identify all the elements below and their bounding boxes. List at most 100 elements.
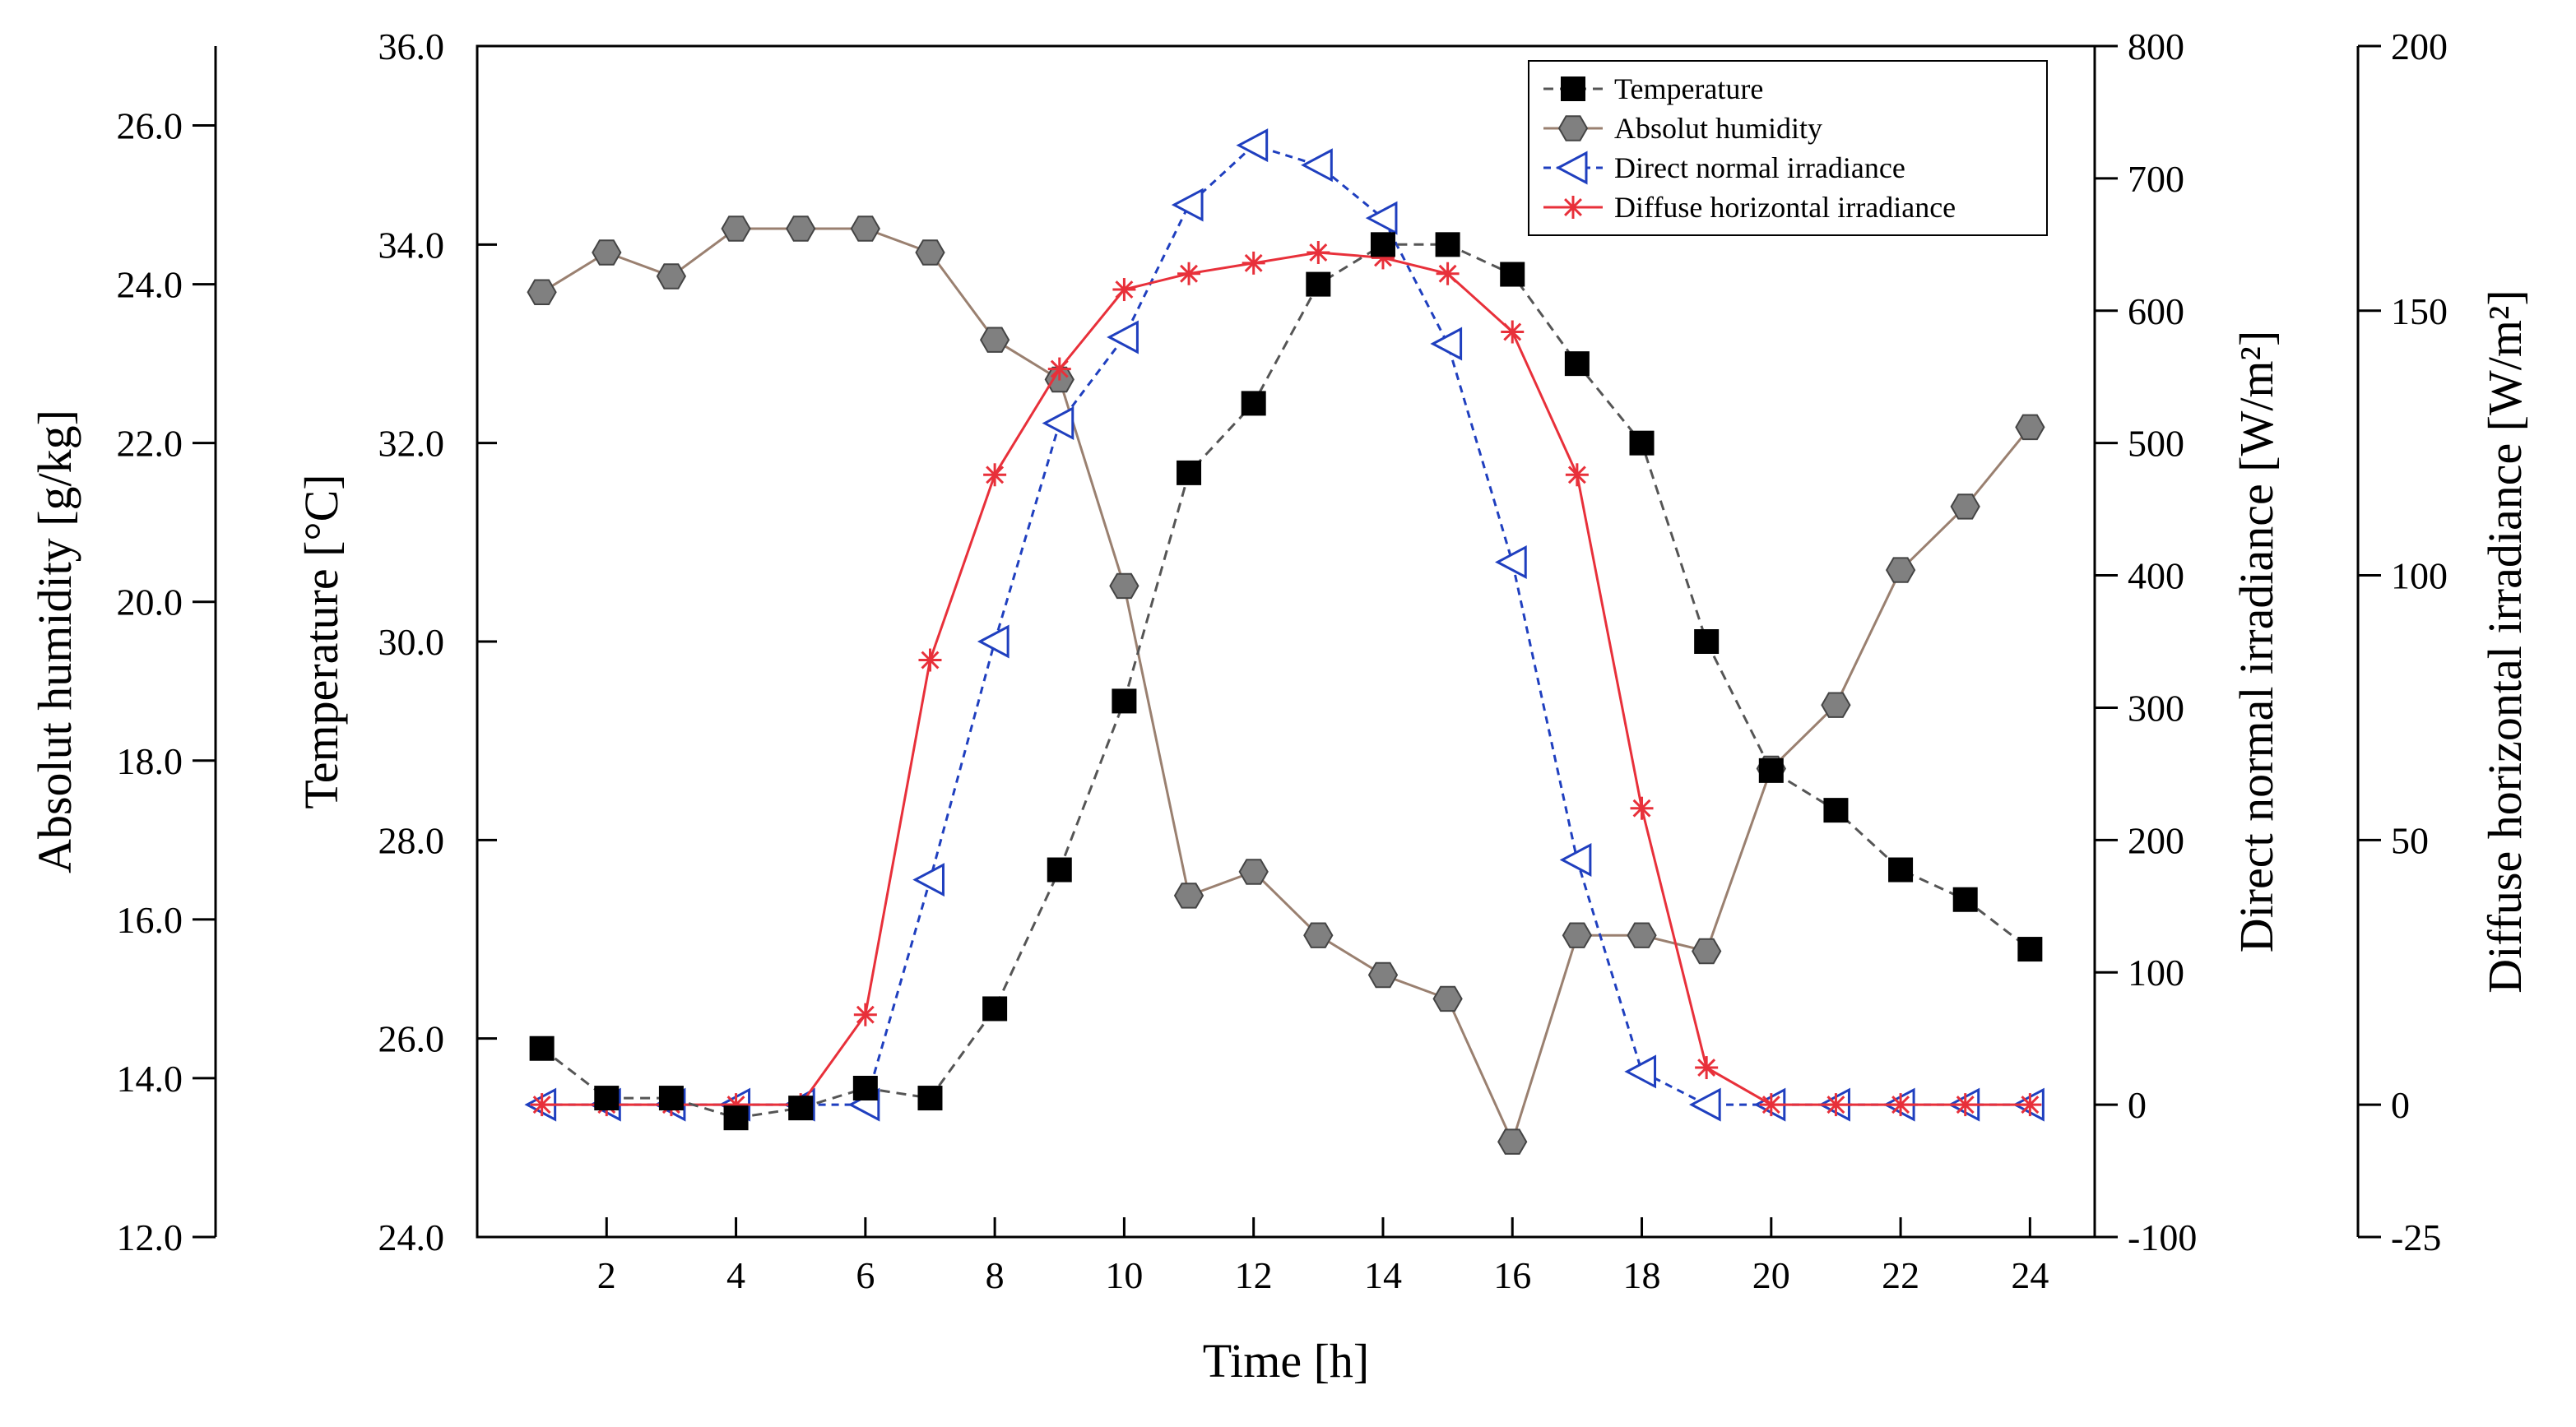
- x-tick-label: 12: [1235, 1254, 1273, 1296]
- humidity-axis-title: Absolut humidity [g/kg]: [28, 410, 81, 873]
- temperature-tick-label: 36.0: [378, 25, 445, 67]
- direct-normal-irradiance-point: [1365, 201, 1398, 235]
- x-tick-label: 8: [986, 1254, 1005, 1296]
- dni-tick-label: -100: [2128, 1216, 2197, 1258]
- humidity-tick-label: 22.0: [117, 423, 183, 465]
- diffuse-horizontal-irradiance-point: [2018, 1093, 2042, 1117]
- legend-marker: [1561, 76, 1585, 101]
- temperature-point: [1500, 262, 1525, 287]
- x-tick-label: 4: [726, 1254, 745, 1296]
- dni-tick-label: 200: [2128, 819, 2184, 861]
- legend: Temperature Absolut humidity Direct normal…: [1528, 60, 2048, 236]
- direct-normal-irradiance-point: [1559, 842, 1592, 877]
- legend-label: Temperature: [1614, 72, 1763, 105]
- direct-normal-irradiance-point: [1042, 406, 1074, 441]
- dhi-tick-label: 50: [2391, 819, 2429, 861]
- temperature-point: [1241, 391, 1266, 416]
- absolut-humidity-point: [656, 263, 687, 290]
- temperature-point: [2017, 937, 2043, 962]
- diffuse-horizontal-irradiance-point: [1436, 262, 1460, 285]
- diffuse-horizontal-irradiance-point: [1112, 278, 1136, 302]
- direct-normal-irradiance-point: [1107, 320, 1139, 354]
- absolut-humidity-point: [1692, 938, 1722, 965]
- x-tick-label: 22: [1882, 1254, 1919, 1296]
- absolut-humidity-point: [915, 239, 945, 266]
- absolut-humidity-point: [721, 215, 751, 242]
- series-layer: [524, 128, 2045, 1155]
- dni-tick-label: 600: [2128, 290, 2184, 332]
- absolut-humidity-point: [1303, 922, 1334, 948]
- absolut-humidity-point: [850, 215, 880, 242]
- temperature-tick-label: 24.0: [378, 1216, 445, 1258]
- dhi-tick-label: 100: [2391, 555, 2448, 597]
- temperature-point: [1370, 232, 1395, 257]
- diffuse-horizontal-irradiance-point: [1824, 1093, 1848, 1117]
- legend-label: Absolut humidity: [1614, 112, 1822, 145]
- temperature-point: [1435, 232, 1460, 257]
- temperature-point: [1564, 351, 1590, 377]
- temperature-tick-label: 34.0: [378, 224, 445, 266]
- temperature-point: [982, 996, 1008, 1022]
- humidity-tick-label: 18.0: [117, 740, 183, 782]
- temperature-tick-label: 28.0: [378, 819, 445, 861]
- dhi-tick-label: 150: [2391, 290, 2448, 332]
- series-diffuse-horizontal-irradiance: [530, 240, 2042, 1117]
- temperature-point: [594, 1086, 620, 1111]
- x-tick-label: 14: [1364, 1254, 1402, 1296]
- temperature-point: [1758, 758, 1784, 783]
- humidity-tick-label: 24.0: [117, 264, 183, 306]
- temperature-line: [541, 243, 2031, 1119]
- dni-tick-label: 100: [2128, 952, 2184, 994]
- humidity-tick-label: 26.0: [117, 105, 183, 147]
- dni-tick-label: 800: [2128, 25, 2184, 67]
- absolut-humidity-point: [1109, 572, 1139, 600]
- diffuse-horizontal-irradiance-point: [1889, 1093, 1913, 1117]
- direct-normal-irradiance-point: [1236, 128, 1269, 163]
- absolut-humidity-point: [1627, 922, 1657, 948]
- temperature-point: [852, 1076, 878, 1100]
- dni-tick-label: 500: [2128, 423, 2184, 465]
- x-tick-label: 6: [856, 1254, 875, 1296]
- diffuse-horizontal-irradiance-point: [1242, 251, 1265, 275]
- legend-label: Diffuse horizontal irradiance: [1614, 191, 1956, 224]
- absolut-humidity-line: [541, 227, 2031, 1146]
- direct-normal-irradiance-point: [1301, 148, 1333, 183]
- legend-marker: [1557, 115, 1589, 141]
- diffuse-horizontal-irradiance-point: [918, 648, 942, 672]
- diffuse-horizontal-irradiance-point: [853, 1003, 877, 1026]
- series-direct-normal-irradiance: [524, 128, 2045, 1122]
- absolut-humidity-point: [1950, 493, 1980, 520]
- absolut-humidity-point: [1885, 557, 1916, 583]
- legend-item-temperature: Temperature: [1543, 72, 1763, 105]
- absolut-humidity-point: [786, 215, 816, 242]
- temperature-axis-title: Temperature [°C]: [295, 474, 348, 808]
- temperature-point: [1177, 460, 1202, 485]
- absolut-humidity-point: [1497, 1128, 1528, 1155]
- dhi-axis-title: Diffuse horizontal irradiance [W/m²]: [2478, 290, 2532, 993]
- temperature-point: [529, 1036, 555, 1061]
- x-axis-title: Time [h]: [1203, 1334, 1370, 1388]
- temperature-tick-label: 26.0: [378, 1018, 445, 1060]
- absolut-humidity-point: [1821, 692, 1851, 718]
- diffuse-horizontal-irradiance-point: [1953, 1093, 1977, 1117]
- temperature-point: [1629, 430, 1655, 456]
- x-tick-label: 2: [597, 1254, 616, 1296]
- absolut-humidity-point: [979, 327, 1010, 353]
- legend-label: Direct normal irradiance: [1614, 151, 1905, 184]
- diffuse-horizontal-irradiance-point: [1177, 262, 1201, 285]
- diffuse-horizontal-irradiance-point: [1307, 240, 1330, 264]
- dni-axis-title: Direct normal irradiance [W/m²]: [2230, 331, 2283, 953]
- temperature-point: [1952, 887, 1978, 912]
- direct-normal-irradiance-point: [977, 624, 1010, 659]
- diffuse-horizontal-irradiance-point: [530, 1093, 554, 1117]
- absolut-humidity-point: [1173, 883, 1204, 909]
- diffuse-horizontal-irradiance-point: [1695, 1056, 1719, 1080]
- diffuse-horizontal-irradiance-point: [1630, 796, 1654, 820]
- x-tick-label: 18: [1623, 1254, 1661, 1296]
- temperature-point: [1888, 857, 1914, 883]
- temperature-point: [658, 1086, 684, 1111]
- dni-tick-label: 400: [2128, 555, 2184, 597]
- temperature-point: [788, 1096, 814, 1121]
